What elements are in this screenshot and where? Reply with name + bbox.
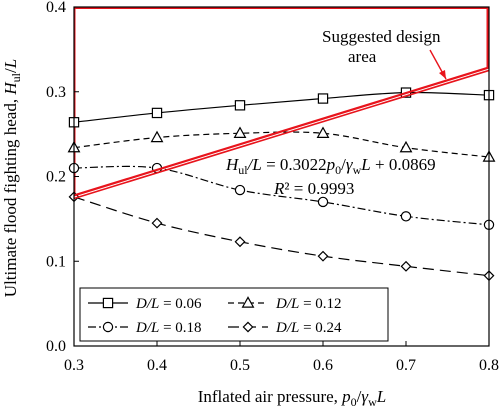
design-area-label-line1: Suggested design	[322, 27, 441, 46]
legend-marker-4	[242, 321, 254, 333]
legend-label-3: D/L = 0.18	[135, 320, 202, 336]
legend-marker-1	[102, 297, 114, 309]
series-3-point-3	[234, 184, 246, 196]
x-tick-label-6: 0.8	[479, 357, 499, 374]
series-4-point-2	[151, 217, 163, 229]
legend-label-1: D/L = 0.06	[135, 296, 202, 312]
x-axis-title: Inflated air pressure, p0/γwL	[198, 387, 387, 409]
legend: D/L = 0.06 D/L = 0.12 D/L = 0.18 D/L = 0.24	[79, 287, 389, 342]
fit-equation: Hul/L = 0.3022p0/γwL + 0.0869	[225, 155, 436, 177]
series-1-point-4	[317, 93, 329, 104]
x-tick-label-4: 0.6	[313, 357, 333, 374]
legend-marker-3	[102, 321, 114, 333]
design-area-label-line2: area	[348, 47, 377, 66]
series-line-3	[73, 165, 490, 226]
series-line-2	[73, 131, 490, 158]
series-line-4	[73, 196, 490, 277]
series-4-point-5	[400, 260, 412, 272]
series-1-point-2	[151, 107, 163, 119]
series-line-1	[73, 91, 490, 123]
y-tick-label-4: 0.3	[46, 84, 66, 101]
y-tick-label-5: 0.4	[46, 0, 66, 16]
series-4-point-4	[317, 250, 329, 262]
fit-line-secondary	[73, 69, 490, 200]
x-tick-label-3: 0.5	[230, 357, 250, 374]
y-tick-label-3: 0.2	[46, 169, 66, 186]
series-2-point-2	[150, 130, 164, 143]
series-4-point-3	[234, 236, 246, 248]
fit-line	[73, 66, 490, 197]
y-axis-title: Ultimate flood fighting head, Hul/L	[1, 59, 23, 297]
series-2-point-3	[233, 126, 247, 138]
x-tick-label-1: 0.3	[64, 357, 84, 374]
design-area-arrowhead	[439, 70, 446, 79]
series-2-point-4	[316, 126, 330, 138]
legend-label-2: D/L = 0.12	[275, 296, 342, 312]
y-tick-label-1: 0.0	[46, 338, 66, 355]
x-tick-label-5: 0.7	[396, 357, 416, 374]
series-3-point-5	[400, 211, 412, 222]
legend-box	[79, 287, 389, 342]
legend-marker-2	[241, 296, 255, 308]
legend-label-4: D/L = 0.24	[275, 320, 342, 336]
series-1-point-3	[234, 100, 246, 111]
x-tick-label-2: 0.4	[147, 357, 167, 374]
y-tick-label-2: 0.1	[46, 253, 66, 270]
series-3-point-4	[317, 196, 329, 208]
r-squared: R² = 0.9993	[273, 179, 354, 198]
series-2-point-5	[399, 140, 413, 153]
